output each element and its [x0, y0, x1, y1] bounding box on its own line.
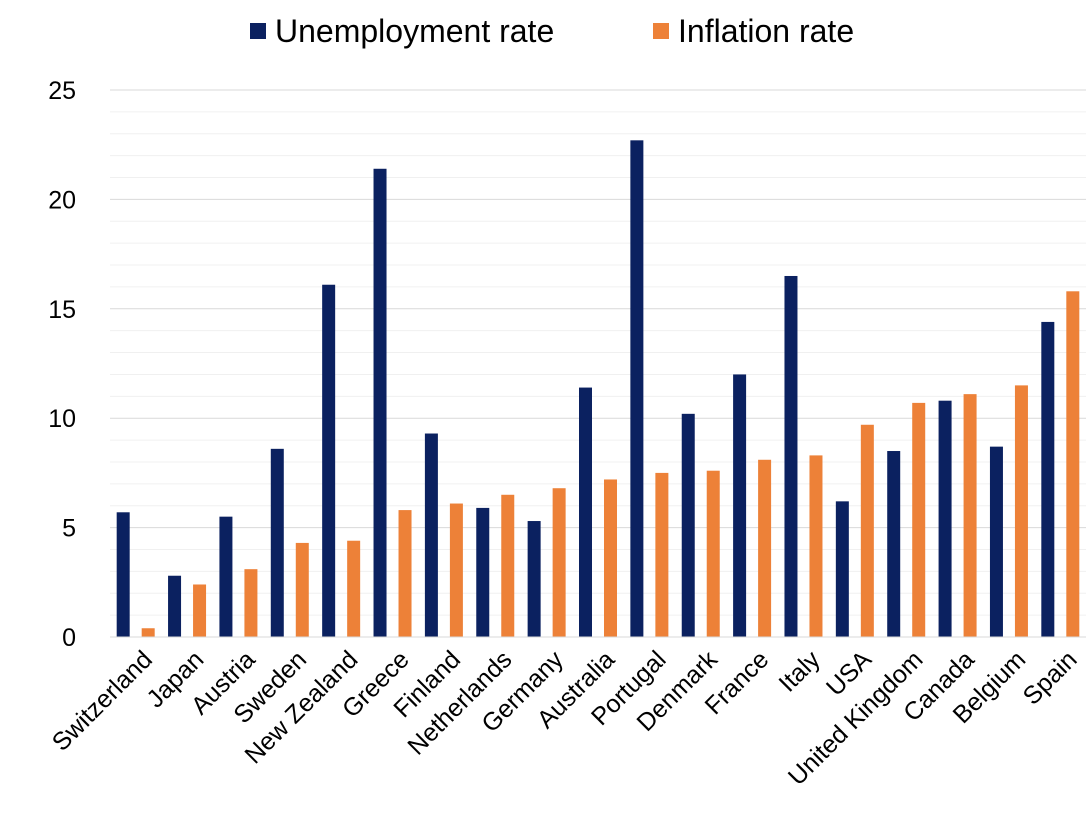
- bar-unemployment: [527, 521, 541, 637]
- bar-unemployment: [476, 507, 490, 637]
- bar-unemployment: [630, 140, 644, 637]
- bar-inflation: [1014, 385, 1028, 637]
- bar-unemployment: [116, 512, 130, 637]
- legend-label: Unemployment rate: [275, 13, 554, 49]
- bar-unemployment: [681, 413, 695, 637]
- x-tick-label: Switzerland: [47, 645, 158, 756]
- x-tick-label: Spain: [1018, 645, 1083, 710]
- bar-unemployment: [835, 501, 849, 637]
- y-tick-label: 5: [62, 515, 76, 543]
- bars: [116, 140, 1080, 637]
- bar-unemployment: [168, 575, 182, 637]
- bar-inflation: [295, 542, 309, 637]
- bar-inflation: [449, 503, 463, 637]
- bar-inflation: [809, 455, 823, 637]
- y-tick-label: 15: [48, 296, 76, 324]
- bar-unemployment: [938, 400, 952, 637]
- legend-swatch: [250, 23, 266, 39]
- bar-unemployment: [424, 433, 438, 637]
- y-axis-tick-labels: 0 5 10 15 20 25: [48, 77, 76, 652]
- bar-inflation: [193, 584, 207, 637]
- bar-inflation: [347, 540, 361, 637]
- y-tick-label: 25: [48, 77, 76, 105]
- legend-swatch: [653, 23, 669, 39]
- bar-inflation: [501, 494, 515, 637]
- bar-inflation: [552, 488, 566, 637]
- bar-inflation: [706, 470, 720, 637]
- bar-unemployment: [989, 446, 1003, 637]
- bar-inflation: [141, 628, 155, 637]
- bar-unemployment: [270, 448, 284, 637]
- bar-unemployment: [733, 374, 747, 637]
- bar-inflation: [758, 459, 772, 637]
- x-tick-label: Italy: [773, 645, 826, 698]
- y-tick-label: 10: [48, 405, 76, 433]
- bar-inflation: [398, 510, 412, 637]
- bar-unemployment: [322, 284, 336, 637]
- bar-inflation: [1066, 291, 1080, 637]
- bar-inflation: [655, 472, 669, 637]
- bar-inflation: [912, 402, 926, 637]
- legend: Unemployment rate Inflation rate: [250, 13, 854, 49]
- bar-unemployment: [579, 387, 592, 637]
- y-tick-label: 0: [62, 624, 76, 652]
- bar-unemployment: [887, 451, 901, 637]
- legend-label: Inflation rate: [678, 13, 854, 49]
- bar-unemployment: [219, 516, 233, 637]
- bar-unemployment: [784, 275, 798, 637]
- bar-inflation: [244, 569, 258, 637]
- bar-inflation: [860, 424, 874, 637]
- bar-inflation: [963, 394, 977, 637]
- bar-inflation: [604, 479, 617, 637]
- bar-unemployment: [1041, 321, 1055, 637]
- bar-unemployment: [373, 168, 387, 637]
- y-tick-label: 20: [48, 186, 76, 214]
